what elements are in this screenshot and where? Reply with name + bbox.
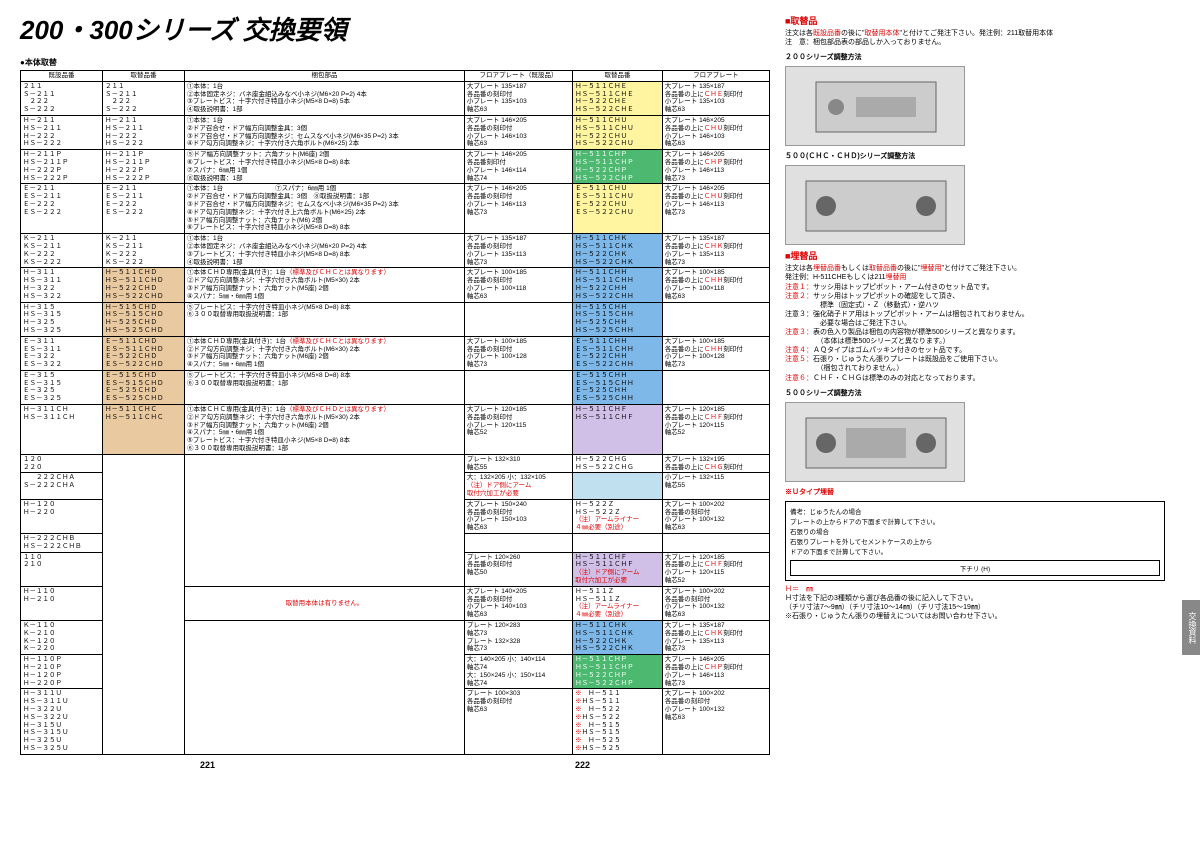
ubox-line: ドアの下面まで計算して下さい。 xyxy=(790,546,1160,556)
diagram-500 xyxy=(785,402,965,482)
main-table: 既設品番 取替品番 梱包部品 フロアプレート（既設品） 取替品番 フロアプレート… xyxy=(20,70,770,755)
table-row: １２０２２０プレート 132×310軸芯55Ｈ－５２２ＣＨＧＨＳ－５２２ＣＨＧ大… xyxy=(21,454,770,473)
th-col4: フロアプレート（既設品） xyxy=(464,71,572,82)
note-line: 注 意：梱包部品表の部品しか入っておりません。 xyxy=(785,38,1165,47)
note-line: 注意５：石張り・じゅうたん張りプレートは既設品をご使用下さい。 （梱包されており… xyxy=(785,355,1165,373)
table-row: Ｈ－３１１ＨＳ－３１１Ｈ－３２２ＨＳ－３２２Ｈ－５１１ＣＨＤＨＳ－５１１ＣＨＤＨ… xyxy=(21,268,770,302)
adj200-title: ２００シリーズ調整方法 xyxy=(785,53,1165,62)
subheader-honbai: ●本体取替 xyxy=(20,57,770,68)
diagram-500chc xyxy=(785,165,965,245)
th-col5: 取替品番 xyxy=(573,71,663,82)
ubox-line: 備考：じゅうたんの場合 xyxy=(790,506,1160,516)
table-row: Ｈ－３１１ＣＨＨＳ－３１１ＣＨＨ－５１１ＣＨＣＨＳ－５１１ＣＨＣ①本体ＣＨＣ専用… xyxy=(21,405,770,455)
note-line: 注文は各埋替品番もしくは取替品番の後に"埋替用"と付けてご発注下さい。 xyxy=(785,264,1165,273)
page-title: 200・300シリーズ 交換要領 xyxy=(20,10,770,47)
table-row: Ｈ－３１５ＨＳ－３１５Ｈ－３２５ＨＳ－３２５Ｈ－５１５ＣＨＤＨＳ－５１５ＣＨＤＨ… xyxy=(21,302,770,336)
adj500chc-title: ５００(ＣＨＣ・ＣＨＤ)シリーズ調整方法 xyxy=(785,152,1165,161)
table-row: Ｈ－２１１ＨＳ－２１１Ｈ－２２２ＨＳ－２２２Ｈ－２１１ＨＳ－２１１Ｈ－２２２ＨＳ… xyxy=(21,115,770,149)
utype-box: 備考：じゅうたんの場合プレートの上からドアの下面まで計算して下さい。石張りの場合… xyxy=(785,501,1165,581)
note-line: 注文は各既設品番の後に"取替用本体"と付けてご発注下さい。発注例：211取替用本… xyxy=(785,29,1165,38)
maige-title: ■埋替品 xyxy=(785,249,1165,262)
footer-line: Ｈ寸法を下記の3種類から選び各品番の後に記入して下さい。 xyxy=(785,594,1165,603)
note-line: 注意３：表の色入り製品は梱包の内容物が標準500シリーズと異なります。 （本体は… xyxy=(785,328,1165,346)
utype-title: ※Ｕタイプ埋替 xyxy=(785,488,1165,497)
ubox-line: 石張りプレートを外してセメントケースの上から xyxy=(790,536,1160,546)
note-line: 注意１：サッシ用はトップピボット・アーム付きのセット品です。 xyxy=(785,283,1165,292)
note-line: 発注例：H-511CHEもしくは211埋替用 xyxy=(785,273,1165,282)
torikae-title: ■取替品 xyxy=(785,14,1165,27)
note-line: 注意４：ＡＱタイプはゴムパッキン付きのセット品です。 xyxy=(785,346,1165,355)
th-col3: 梱包部品 xyxy=(185,71,465,82)
footer-line: ※石張り・じゅうたん張りの埋替えについてはお問い合わせ下さい。 xyxy=(785,612,1165,621)
table-row: Ｋ－２１１ＫＳ－２１１Ｋ－２２２ＫＳ－２２２Ｋ－２１１ＫＳ－２１１Ｋ－２２２ＫＳ… xyxy=(21,234,770,268)
table-row: Ｅ－３１１ＥＳ－３１１Ｅ－３２２ＥＳ－３２２Ｅ－５１１ＣＨＤＥＳ－５１１ＣＨＤＥ… xyxy=(21,336,770,370)
adj500-title: ５００シリーズ調整方法 xyxy=(785,389,1165,398)
ubox-line: 石張りの場合 xyxy=(790,526,1160,536)
th-col2: 取替品番 xyxy=(103,71,185,82)
side-tab: 交換資料 xyxy=(1182,600,1200,655)
table-row: Ｈ－２１１ＰＨＳ－２１１ＰＨ－２２２ＰＨＳ－２２２ＰＨ－２１１ＰＨＳ－２１１ＰＨ… xyxy=(21,150,770,184)
note-line: 注意２：サッシ用はトップピボットの確認をして頂き、 標準（固定式）・Ｚ（移動式）… xyxy=(785,292,1165,328)
footer-line: （チリ寸法7〜9㎜）（チリ寸法10〜14㎜）（チリ寸法15〜19㎜） xyxy=(785,603,1165,612)
page-number-right: 222 xyxy=(575,760,590,770)
ubox-line: プレートの上からドアの下面まで計算して下さい。 xyxy=(790,516,1160,526)
diagram-200 xyxy=(785,66,965,146)
footer-line: Ｈ＝ ㎜ xyxy=(785,585,1165,594)
table-row: Ｅ－２１１ＥＳ－２１１Ｅ－２２２ＥＳ－２２２Ｅ－２１１ＥＳ－２１１Ｅ－２２２ＥＳ… xyxy=(21,184,770,234)
table-row: ２１１Ｓ－２１１ ２２２Ｓ－２２２２１１Ｓ－２１１ ２２２Ｓ－２２２①本体：1台… xyxy=(21,81,770,115)
th-col1: 既設品番 xyxy=(21,71,103,82)
th-col6: フロアプレート xyxy=(662,71,769,82)
page-number-left: 221 xyxy=(200,760,215,770)
note-line: 注意６：ＣＨＦ・ＣＨＧは標準のみの対応となっております。 xyxy=(785,374,1165,383)
table-row: Ｅ－３１５ＥＳ－３１５Ｅ－３２５ＥＳ－３２５Ｅ－５１５ＣＨＤＥＳ－５１５ＣＨＤＥ… xyxy=(21,370,770,404)
